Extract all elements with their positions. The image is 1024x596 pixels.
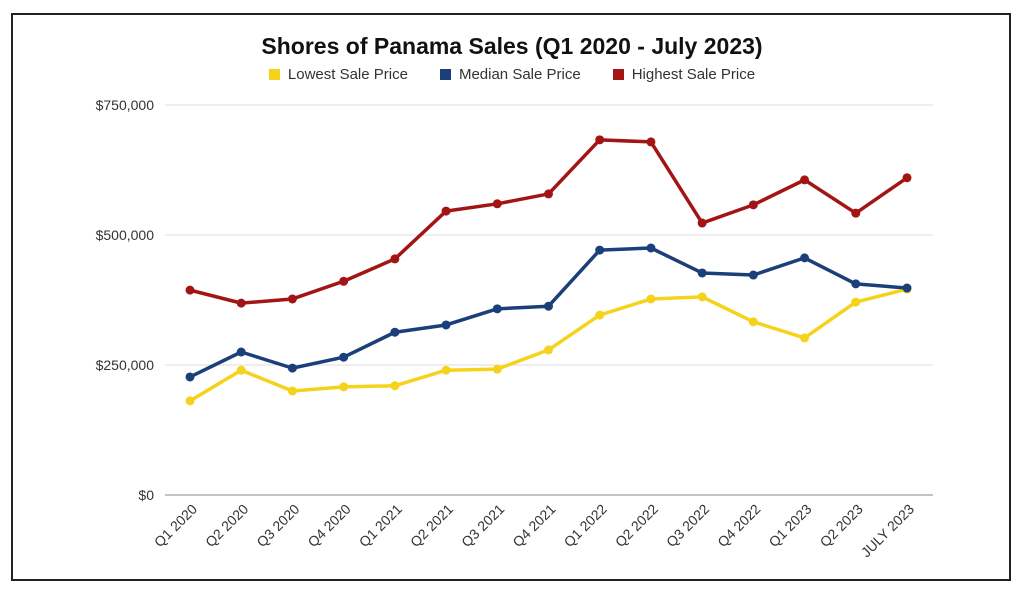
legend-label: Lowest Sale Price [287,66,408,83]
data-point [390,254,400,264]
x-tick-label: Q1 2021 [356,501,405,550]
data-point [236,365,246,375]
data-point [185,396,195,406]
chart-title: Shores of Panama Sales (Q1 2020 - July 2… [261,33,763,59]
legend-swatch [268,69,280,80]
data-point [287,363,297,373]
data-point [595,135,605,145]
legend-item-median: Median Sale Price [439,66,581,83]
legend-label: Median Sale Price [458,66,581,83]
x-tick-label: Q2 2022 [612,501,661,550]
y-tick-label: $0 [138,487,154,503]
x-tick-label: Q1 2023 [765,501,814,550]
data-point [544,189,553,199]
data-point [697,292,707,302]
x-tick-label: JULY 2023 [858,501,918,561]
data-point [236,347,246,357]
y-tick-label: $750,000 [96,97,155,113]
data-point [544,301,553,311]
data-point [287,386,297,396]
data-point [697,268,707,278]
data-point [800,333,810,343]
legend-label: Highest Sale Price [631,66,756,83]
data-point [492,199,502,209]
data-point [851,208,861,218]
x-tick-label: Q1 2020 [151,501,200,550]
data-point [441,320,451,330]
data-point [339,352,349,362]
data-point [748,270,758,280]
legend-swatch [439,69,451,80]
x-tick-label: Q3 2020 [253,501,302,550]
data-point [800,175,810,185]
series-line [189,138,908,305]
data-point [800,253,810,263]
data-point [185,285,195,295]
data-point [185,372,195,382]
data-point [646,137,656,147]
series-line [189,246,908,379]
chart-frame [11,13,1011,581]
data-point [697,218,707,228]
data-point [492,364,502,374]
data-point [441,206,451,216]
data-point [748,317,758,327]
y-tick-label: $500,000 [96,227,155,243]
x-tick-label: Q4 2020 [304,501,353,550]
data-point [441,365,451,375]
data-point [902,283,912,293]
data-point [236,298,246,308]
data-point [287,294,297,304]
data-point [339,276,349,286]
x-tick-label: Q2 2020 [202,501,251,550]
data-point [902,173,912,183]
x-tick-label: Q4 2022 [714,501,763,550]
data-point [339,382,349,392]
x-tick-label: Q1 2022 [561,501,610,550]
data-point [544,345,553,355]
x-tick-label: Q4 2021 [509,501,558,550]
x-tick-label: Q3 2021 [458,501,507,550]
legend-swatch [612,69,624,80]
x-tick-label: Q2 2021 [407,501,456,550]
x-tick-label: Q2 2023 [817,501,866,550]
x-tick-label: Q3 2022 [663,501,712,550]
legend-item-lowest: Lowest Sale Price [268,66,408,83]
data-point [748,200,758,210]
data-point [646,243,656,253]
legend: Lowest Sale Price Median Sale Price High… [0,66,1024,83]
data-point [595,310,605,320]
legend-item-highest: Highest Sale Price [612,66,756,83]
data-point [595,245,605,255]
data-point [390,327,400,337]
data-point [492,304,502,314]
y-tick-label: $250,000 [96,357,155,373]
data-point [646,294,656,304]
data-point [851,279,861,289]
data-point [390,381,400,391]
data-point [851,297,861,307]
